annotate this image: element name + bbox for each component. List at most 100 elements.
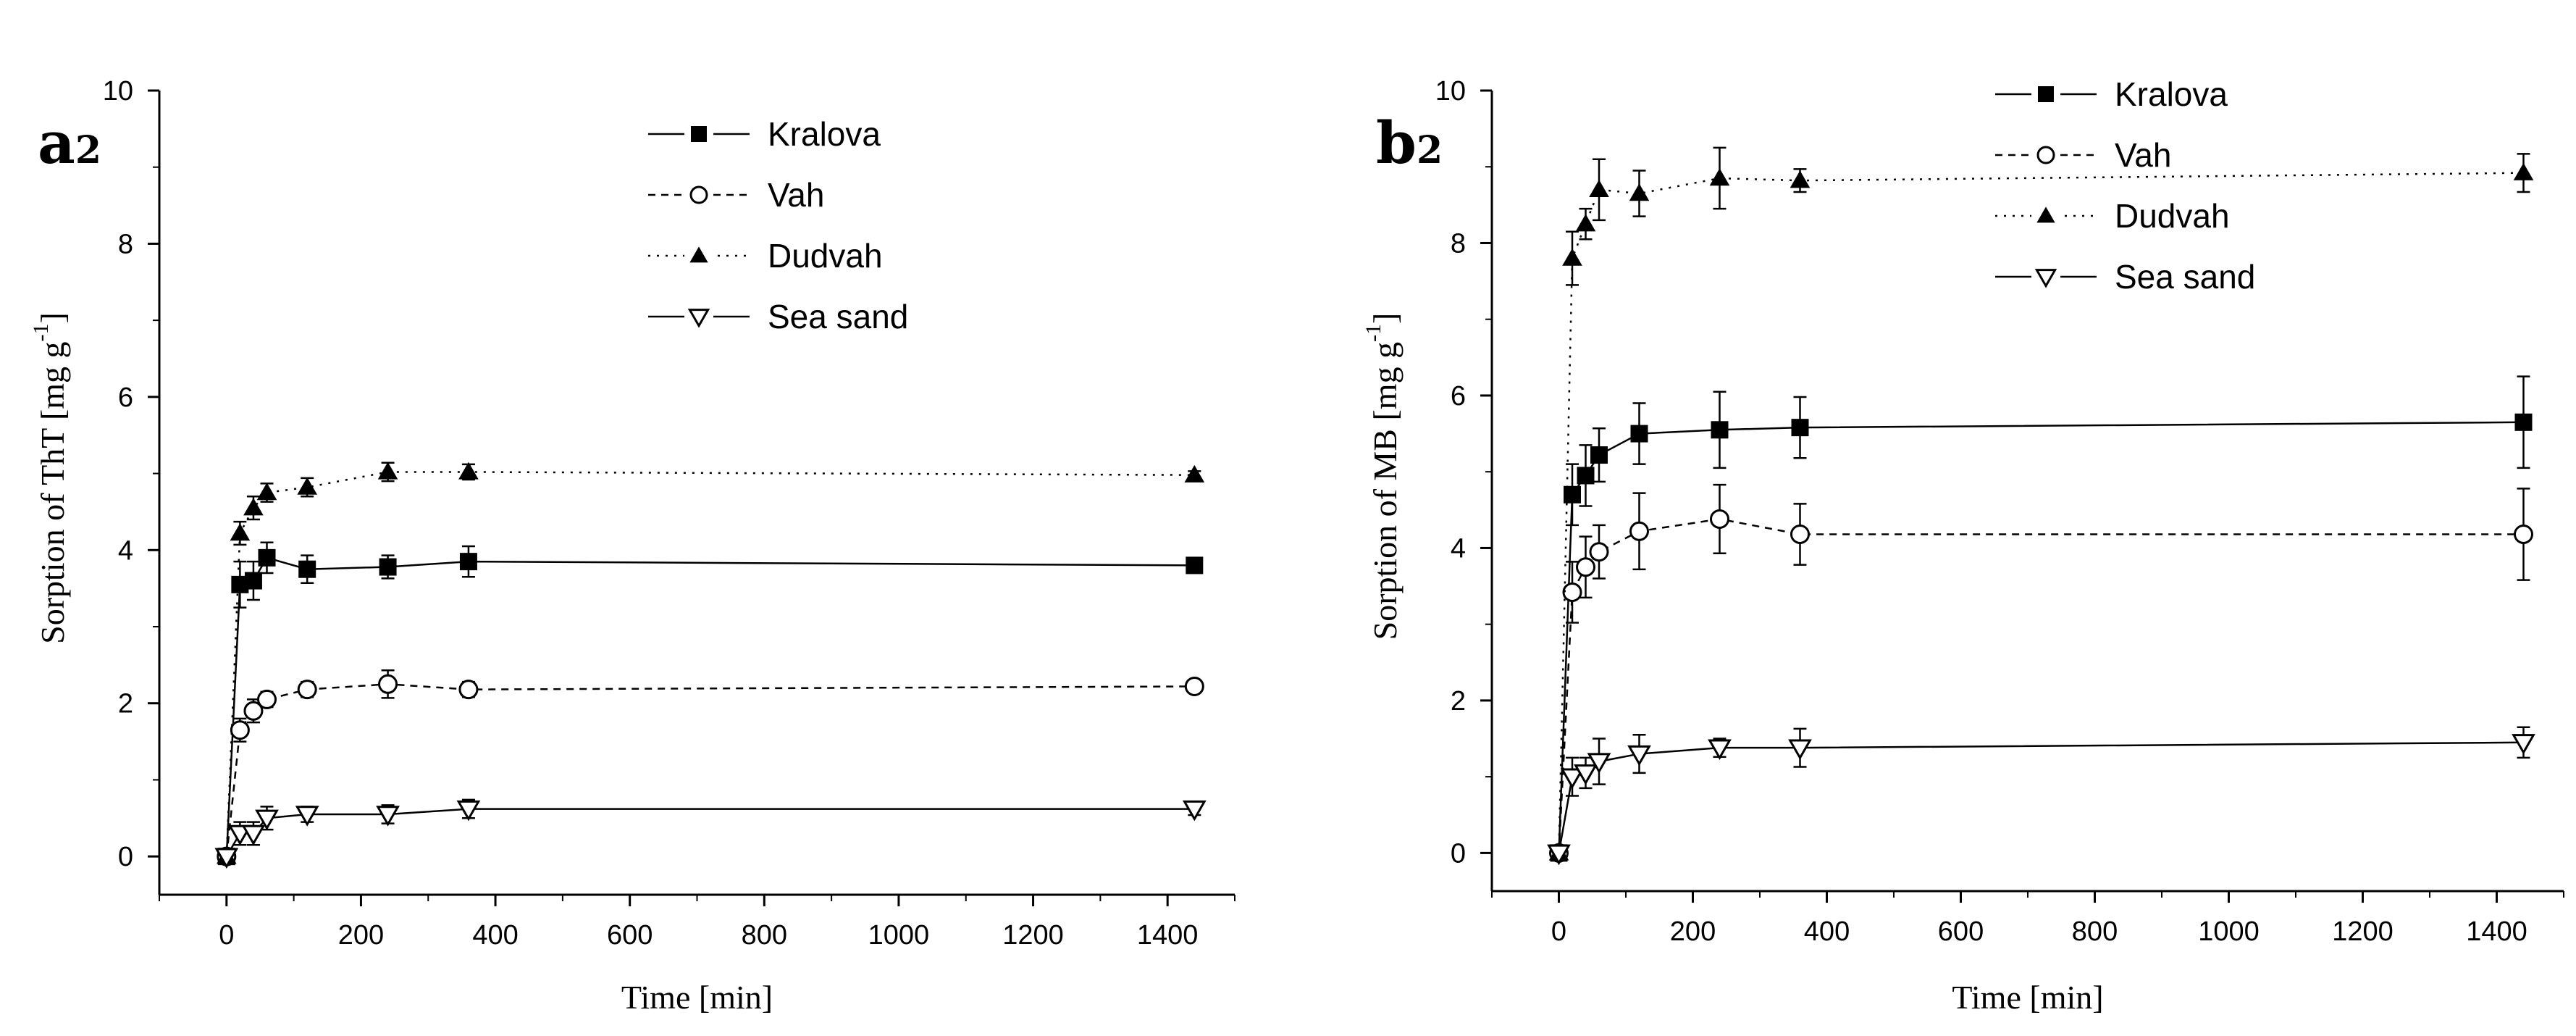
- x-tick-label: 0: [219, 920, 234, 951]
- series-line: [1558, 421, 2524, 853]
- x-tick-label: 800: [742, 920, 787, 951]
- data-point: [297, 680, 317, 700]
- data-point: [214, 848, 239, 869]
- data-point: [298, 560, 316, 578]
- legend: Kralova Vah Dudvah Sea sand: [1995, 75, 2255, 296]
- series-line: [225, 683, 1195, 857]
- x-tick-label: 1200: [1002, 920, 1064, 951]
- data-point: [459, 553, 477, 571]
- y-axis-title: Sorption of ThT [mg g-1]: [29, 312, 71, 644]
- x-tick-label: 1400: [1137, 920, 1199, 951]
- x-axis-title: Time [min]: [1952, 979, 2103, 1016]
- data-point: [378, 674, 398, 694]
- data-point: [1184, 464, 1205, 483]
- data-point: [1547, 844, 1571, 866]
- x-tick-label: 400: [1804, 916, 1850, 947]
- legend-label: Dudvah: [768, 237, 883, 275]
- legend-marker: [689, 246, 708, 263]
- x-tick-label: 0: [1551, 916, 1566, 947]
- chart-panel-a2: 0 200 400 600 800 1000 1200 1400 0 2 4 6 8 10 Time [mi…: [29, 76, 1235, 1016]
- data-point: [230, 720, 250, 740]
- series-dudvah: [1548, 146, 2534, 861]
- data-point: [241, 824, 266, 846]
- data-point: [1589, 180, 1609, 198]
- data-point: [243, 701, 264, 721]
- data-point: [1184, 676, 1204, 696]
- y-tick-label: 4: [118, 535, 133, 566]
- data-point: [1629, 183, 1650, 201]
- series-vah: [1549, 483, 2533, 863]
- series-kralova: [1550, 375, 2533, 862]
- data-point: [244, 572, 262, 590]
- data-point: [379, 558, 397, 576]
- series-line: [225, 471, 1195, 857]
- data-point: [1575, 214, 1596, 232]
- data-point: [258, 548, 276, 567]
- x-tick-label: 200: [1670, 916, 1716, 947]
- data-point: [1574, 764, 1598, 785]
- data-point: [1627, 745, 1651, 766]
- series-line: [225, 808, 1195, 857]
- data-point: [2512, 734, 2535, 755]
- y-tick-label: 0: [118, 842, 133, 872]
- data-point: [1590, 446, 1608, 464]
- y-axis-title-sup: -1: [29, 323, 53, 341]
- panel-label: a2: [38, 109, 101, 177]
- y-tick-label: 6: [118, 383, 133, 413]
- data-point: [257, 689, 277, 709]
- y-axis-title-main: Sorption of ThT [mg g: [34, 341, 71, 643]
- legend-label: Kralova: [2115, 75, 2228, 113]
- y-axis-title-main: Sorption of MB [mg g: [1367, 342, 1404, 640]
- data-point: [297, 477, 317, 495]
- panel-label-letter: b: [1376, 109, 1417, 177]
- x-tick-label: 200: [338, 920, 384, 951]
- x-axis-title: Time [min]: [621, 979, 773, 1016]
- y-axis-title-end: ]: [34, 312, 71, 323]
- data-point: [1576, 557, 1595, 577]
- data-point: [1587, 753, 1611, 774]
- series-line: [1558, 518, 2524, 853]
- legend-label: Sea sand: [768, 298, 908, 335]
- data-point: [458, 680, 479, 700]
- series-sea-sand: [1547, 726, 2535, 866]
- y-tick-label: 10: [103, 76, 133, 106]
- data-point: [376, 806, 400, 827]
- data-point: [1790, 524, 1810, 544]
- panel-label-sub: 2: [1417, 128, 1443, 172]
- series-kralova: [217, 541, 1204, 866]
- data-point: [2513, 162, 2534, 180]
- y-axis-title-sup: -1: [1362, 324, 1385, 342]
- x-tick-label: 1400: [2466, 916, 2527, 947]
- y-tick-label: 4: [1451, 533, 1466, 564]
- y-tick-label: 10: [1435, 76, 1466, 106]
- data-point: [1711, 421, 1729, 439]
- data-point: [1791, 419, 1809, 437]
- data-point: [456, 800, 481, 822]
- data-point: [1560, 768, 1585, 789]
- legend-label: Sea sand: [2115, 258, 2255, 296]
- data-point: [1709, 168, 1730, 186]
- x-tick-label: 800: [2072, 916, 2118, 947]
- data-point: [1562, 248, 1582, 266]
- data-point: [1710, 509, 1729, 529]
- data-point: [295, 806, 319, 827]
- legend-marker: [2038, 86, 2054, 102]
- data-point: [1577, 467, 1595, 485]
- legend-marker: [2036, 146, 2055, 164]
- series-dudvah: [217, 461, 1205, 864]
- series-vah: [217, 669, 1204, 866]
- x-tick-label: 600: [607, 920, 653, 951]
- data-point: [2514, 413, 2533, 431]
- x-tick-label: 400: [472, 920, 518, 951]
- x-tick-label: 1000: [2198, 916, 2260, 947]
- y-tick-label: 0: [1451, 838, 1466, 869]
- y-tick-label: 8: [1451, 228, 1466, 259]
- data-point: [377, 461, 398, 480]
- x-tick-label: 600: [1938, 916, 1984, 947]
- chart-panel-b2: 0 200 400 600 800 1000 1200 1400 0 2 4 6 8 10 Time [mi…: [1362, 75, 2564, 1016]
- x-tick-label: 1200: [2332, 916, 2394, 947]
- panel-label: b2: [1376, 109, 1443, 177]
- data-point: [230, 523, 251, 541]
- data-point: [1186, 556, 1204, 575]
